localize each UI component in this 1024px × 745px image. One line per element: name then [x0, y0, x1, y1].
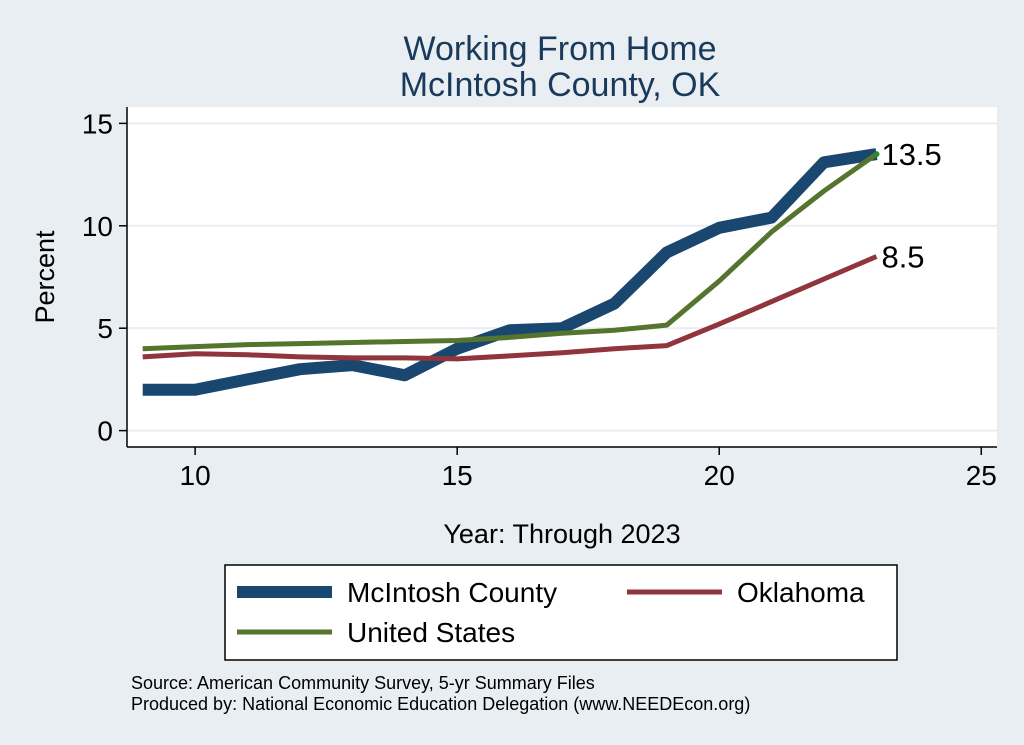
- series-endpoint-united-states: [873, 151, 880, 158]
- x-tick-label: 15: [442, 460, 473, 491]
- legend-label-mcintosh-county: McIntosh County: [347, 577, 557, 608]
- gridlines: [127, 122, 997, 432]
- y-tick-label: 0: [97, 416, 113, 447]
- end-labels: 13.5 8.5: [881, 137, 941, 274]
- series-line-united-states: [142, 152, 878, 352]
- produced-note: Produced by: National Economic Education…: [131, 694, 750, 714]
- axes: 0 5 10 15 10 15 20 25: [82, 107, 997, 491]
- x-tick-label: 20: [704, 460, 735, 491]
- series-lines: [142, 148, 880, 396]
- x-axis-title: Year: Through 2023: [443, 519, 680, 549]
- chart-subtitle: McIntosh County, OK: [400, 66, 721, 104]
- source-note: Source: American Community Survey, 5-yr …: [131, 673, 595, 693]
- y-tick-label: 5: [97, 313, 113, 344]
- end-label: 8.5: [881, 240, 924, 275]
- y-tick-label: 10: [82, 211, 113, 242]
- x-tick-label: 10: [180, 460, 211, 491]
- legend-label-united-states: United States: [347, 617, 515, 648]
- chart-title: Working From Home: [404, 30, 717, 68]
- x-tick-label: 25: [966, 460, 997, 491]
- legend-box: [224, 564, 898, 661]
- end-label: 13.5: [881, 137, 941, 172]
- legend-label-oklahoma: Oklahoma: [737, 577, 865, 608]
- legend: McIntosh County Oklahoma United States: [224, 564, 898, 661]
- series-line-oklahoma: [142, 254, 878, 362]
- series-line-mcintosh-county: [142, 148, 878, 396]
- y-tick-label: 15: [82, 108, 113, 139]
- y-axis-title: Percent: [30, 230, 60, 324]
